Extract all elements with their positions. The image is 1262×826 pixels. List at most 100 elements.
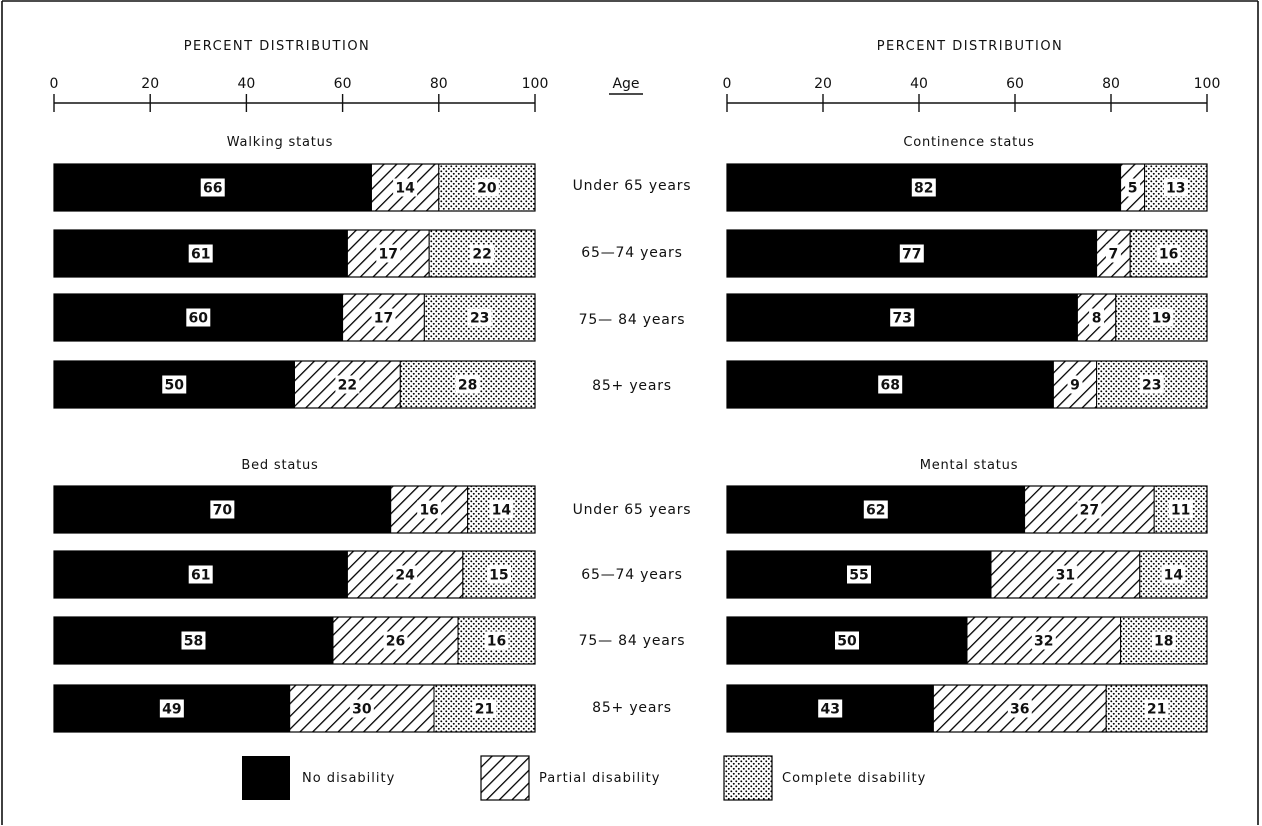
bar-outline [726, 684, 1208, 733]
panel-title-walking: Walking status [227, 135, 334, 150]
value-label: 62 [866, 503, 885, 519]
age-label: 85+ years [592, 378, 672, 394]
tick-label: 80 [430, 76, 448, 92]
value-label: 14 [1164, 568, 1184, 584]
value-label: 61 [191, 568, 210, 584]
value-label-box [1151, 631, 1176, 650]
panel-3: 62 27 11 55 31 14 50 32 18 43 36 21 [726, 485, 1208, 733]
value-label: 43 [820, 702, 839, 718]
bar-outline [53, 293, 536, 342]
value-label-box [1105, 244, 1121, 263]
value-label-box [186, 308, 211, 327]
bar-outline [726, 229, 1208, 278]
value-label: 70 [213, 503, 233, 519]
legend-label-no-disability: No disability [302, 771, 395, 786]
tick-label: 20 [814, 76, 832, 92]
value-label-box [1089, 308, 1105, 327]
value-label-box [376, 244, 401, 263]
value-label: 7 [1109, 247, 1119, 263]
value-label-box [911, 178, 936, 197]
value-label: 17 [379, 247, 398, 263]
bar-outline [53, 163, 536, 212]
value-label: 15 [489, 568, 508, 584]
age-label: Under 65 years [573, 502, 692, 518]
value-label-box [489, 500, 514, 519]
value-label-box [181, 631, 206, 650]
value-label-box [878, 375, 903, 394]
age-label: Under 65 years [573, 178, 692, 194]
value-label: 17 [374, 311, 393, 327]
value-label-box [472, 699, 497, 718]
value-label: 8 [1092, 311, 1102, 327]
tick-label: 20 [141, 76, 159, 92]
value-label-box [188, 565, 213, 584]
value-label-box [1144, 699, 1169, 718]
value-label: 16 [419, 503, 438, 519]
tick-label: 60 [334, 76, 352, 92]
left-axis-title: PERCENT DISTRIBUTION [184, 39, 371, 54]
legend-swatch-partial-disability [480, 755, 530, 801]
value-label: 55 [849, 568, 868, 584]
value-label-box [1163, 178, 1188, 197]
bar-outline [53, 550, 536, 599]
value-label-box [835, 631, 859, 650]
value-label-box [383, 631, 408, 650]
value-label: 49 [162, 702, 181, 718]
value-label-box [1053, 565, 1078, 584]
value-label: 22 [472, 247, 491, 263]
bar-outline [726, 485, 1208, 534]
value-label: 58 [184, 634, 203, 650]
value-label: 50 [837, 634, 857, 650]
bar-outline [726, 163, 1208, 212]
value-label: 19 [1152, 311, 1171, 327]
value-label-box [349, 699, 374, 718]
value-label-box [863, 500, 888, 519]
age-label: 65—74 years [581, 567, 682, 583]
value-label-box [210, 500, 235, 519]
age-label: 75— 84 years [579, 633, 686, 649]
value-label-box [1168, 500, 1193, 519]
value-label: 13 [1166, 181, 1185, 197]
value-label: 82 [914, 181, 933, 197]
value-label-box [1139, 375, 1164, 394]
right-axis-title: PERCENT DISTRIBUTION [877, 39, 1064, 54]
tick-label: 100 [522, 76, 549, 92]
age-label: 75— 84 years [579, 312, 686, 328]
value-label: 11 [1171, 503, 1190, 519]
value-label-box [417, 500, 442, 519]
value-label-box [455, 375, 480, 394]
value-label-box [818, 699, 843, 718]
value-label-box [1007, 699, 1032, 718]
value-label-box [188, 244, 213, 263]
value-label: 16 [1159, 247, 1178, 263]
value-label: 66 [203, 181, 222, 197]
bar-outline [726, 616, 1208, 665]
value-label: 73 [892, 311, 911, 327]
panel-title-bed: Bed status [241, 458, 318, 473]
value-label: 16 [487, 634, 506, 650]
value-label: 14 [395, 181, 415, 197]
value-label-box [335, 375, 360, 394]
value-label-box [1125, 178, 1141, 197]
value-label-box [467, 308, 492, 327]
value-label: 5 [1128, 181, 1138, 197]
bar-outline [726, 293, 1208, 342]
tick-label: 0 [723, 76, 732, 92]
value-label-box [1149, 308, 1174, 327]
value-label: 18 [1154, 634, 1173, 650]
bar-outline [53, 360, 536, 409]
value-label: 60 [189, 311, 209, 327]
value-label-box [371, 308, 396, 327]
value-label-box [1156, 244, 1181, 263]
value-label: 68 [880, 378, 899, 394]
tick-label: 100 [1194, 76, 1221, 92]
tick-label: 0 [50, 76, 59, 92]
value-label: 9 [1070, 378, 1080, 394]
age-labels-top: Under 65 years 65—74 years 75— 84 years … [573, 178, 692, 394]
tick-label: 80 [1102, 76, 1120, 92]
value-label: 20 [477, 181, 497, 197]
panel-2: 70 16 14 61 24 15 58 26 16 49 30 21 [53, 485, 536, 733]
value-label: 21 [475, 702, 494, 718]
